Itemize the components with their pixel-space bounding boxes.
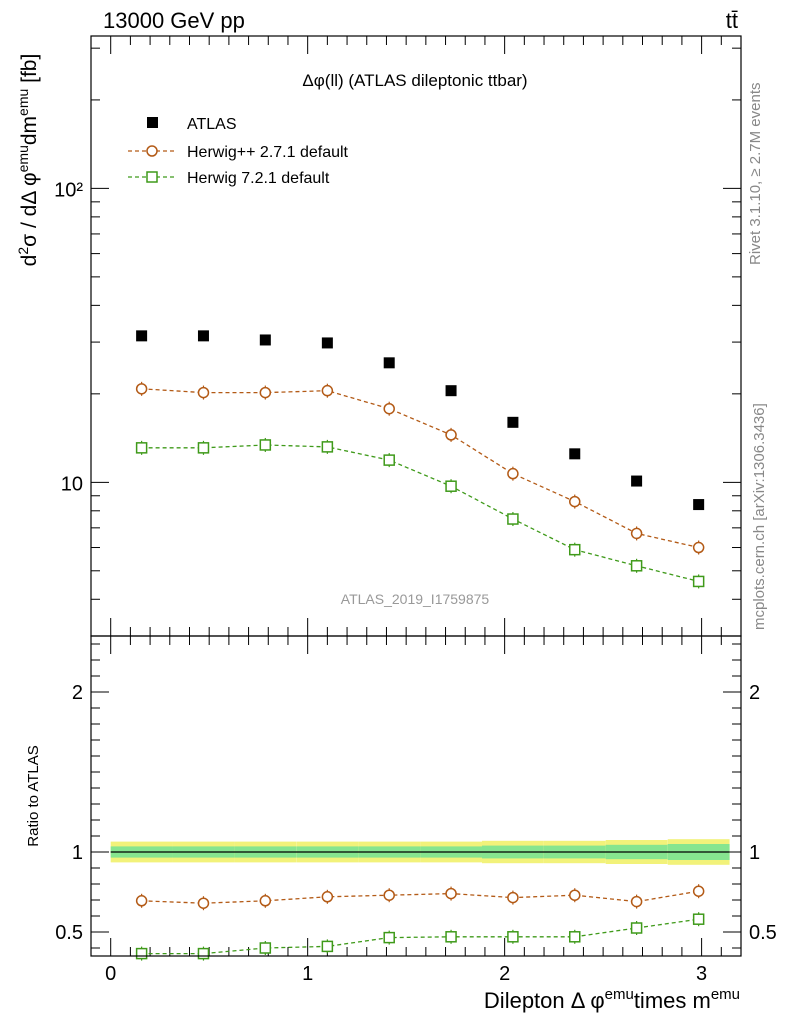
- atlas-point: [693, 499, 705, 511]
- ratio-herwig7-point: [507, 931, 519, 943]
- herwigpp-point: [507, 467, 519, 480]
- herwig7-point: [507, 513, 519, 525]
- ratio-herwig7-point: [197, 947, 210, 960]
- herwigpp-point: [197, 386, 210, 399]
- main-y-tick-label: 10²: [54, 179, 83, 201]
- herwig7-point: [630, 560, 643, 572]
- main-plot-content: 10 10²: [54, 36, 742, 637]
- herwigpp-point: [630, 527, 643, 540]
- atlas-point: [569, 448, 581, 460]
- ratio-herwigpp-point: [259, 895, 272, 907]
- legend-herwig7-label: Herwig 7.2.1 default: [187, 170, 330, 187]
- herwigpp-point: [259, 386, 272, 399]
- main-panel: Δφ(ll) (ATLAS dileptonic ttbar) ATLAS_20…: [15, 35, 742, 637]
- ratio-herwig7-point: [135, 947, 148, 960]
- ratio-herwigpp-point: [569, 889, 581, 901]
- atlas-point: [136, 330, 148, 342]
- ratio-y-tick-label-right: 1: [749, 842, 760, 864]
- legend: ATLAS Herwig++ 2.7.1 default Herwig 7.2.…: [128, 116, 349, 187]
- herwig7-point: [197, 442, 210, 454]
- ratio-herwigpp-point: [630, 895, 643, 908]
- legend-herwigpp-label: Herwig++ 2.7.1 default: [187, 144, 349, 161]
- ratio-y-tick-label-right: 0.5: [749, 922, 777, 944]
- atlas-point: [631, 475, 643, 487]
- atlas-point: [445, 385, 457, 397]
- herwigpp-point: [692, 541, 705, 554]
- ratio-herwigpp-point: [321, 891, 334, 903]
- ratio-y-tick-label-right: 2: [749, 682, 760, 704]
- atlas-point: [383, 357, 395, 369]
- x-tick-label: 3: [696, 963, 707, 985]
- mcplots-label: mcplots.cern.ch [arXiv:1306.3436]: [751, 403, 768, 630]
- main-y-tick-label: 10: [61, 473, 83, 495]
- x-tick-label: 1: [302, 963, 313, 985]
- legend-atlas-marker: [147, 117, 158, 128]
- atlas-point: [259, 334, 271, 346]
- ratio-herwig7-point: [383, 931, 395, 944]
- ratio-herwigpp-point: [383, 889, 395, 901]
- ratio-herwigpp-point: [197, 897, 210, 909]
- main-title: Δφ(ll) (ATLAS dileptonic ttbar): [302, 71, 527, 90]
- x-axis-label: Dilepton Δ φemutimes memu: [484, 986, 740, 1013]
- ratio-y-axis-label: Ratio to ATLAS: [25, 745, 42, 846]
- ratio-plot-content: 0 1 2 3 0.5 0.5 1 1 2 2: [55, 636, 777, 985]
- herwig7-point: [445, 480, 457, 492]
- header-process: 13000 GeV pp: [103, 8, 245, 33]
- herwigpp-point: [569, 495, 581, 508]
- herwigpp-point: [383, 402, 395, 415]
- ratio-panel: 0 1 2 3 0.5 0.5 1 1 2 2 Ratio to ATLAS Dilepton Δ…: [25, 635, 777, 1013]
- ratio-herwig7-point: [630, 922, 643, 934]
- herwig7-point: [569, 543, 581, 556]
- ratio-herwigpp-point: [135, 895, 148, 907]
- ratio-herwigpp-point: [445, 887, 457, 900]
- main-y-axis-label: d2σ / dΔ φemudmemu [fb]: [15, 54, 41, 267]
- ratio-herwig7-point: [259, 942, 272, 954]
- ratio-herwigpp-line: [141, 890, 699, 904]
- x-tick-label: 2: [499, 963, 510, 985]
- atlas-point: [197, 330, 209, 342]
- ratio-y-tick-label: 0.5: [55, 922, 83, 944]
- herwig7-line: [141, 444, 699, 583]
- herwigpp-point: [445, 429, 457, 441]
- ratio-frame: [90, 635, 742, 957]
- ratio-y-tick-label: 2: [72, 682, 83, 704]
- ratio-herwig7-point: [445, 931, 457, 943]
- herwig7-point: [259, 439, 272, 451]
- ratio-y-tick-label: 1: [72, 842, 83, 864]
- herwig7-point: [135, 442, 148, 454]
- legend-herwigpp-marker: [146, 145, 158, 157]
- herwigpp-point: [321, 384, 334, 397]
- ratio-herwig7-point: [692, 913, 705, 925]
- herwig7-point: [692, 575, 705, 588]
- herwigpp-point: [135, 383, 148, 395]
- analysis-watermark: ATLAS_2019_I1759875: [341, 591, 490, 607]
- legend-atlas-label: ATLAS: [187, 116, 237, 133]
- header-final-state: tt̄: [726, 8, 738, 33]
- ratio-herwig7-point: [321, 940, 334, 953]
- herwigpp-line: [141, 388, 699, 549]
- atlas-point: [321, 337, 333, 349]
- legend-herwig7-marker: [146, 171, 158, 183]
- ratio-herwigpp-point: [507, 891, 519, 904]
- herwig7-point: [383, 454, 395, 466]
- ratio-herwigpp-point: [692, 885, 705, 897]
- rivet-label: Rivet 3.1.10, ≥ 2.7M events: [747, 83, 764, 266]
- herwig7-point: [321, 441, 334, 453]
- ratio-herwig7-point: [569, 931, 581, 943]
- x-tick-label: 0: [105, 963, 116, 985]
- atlas-point: [507, 416, 519, 428]
- ratio-herwig7-line: [141, 918, 699, 955]
